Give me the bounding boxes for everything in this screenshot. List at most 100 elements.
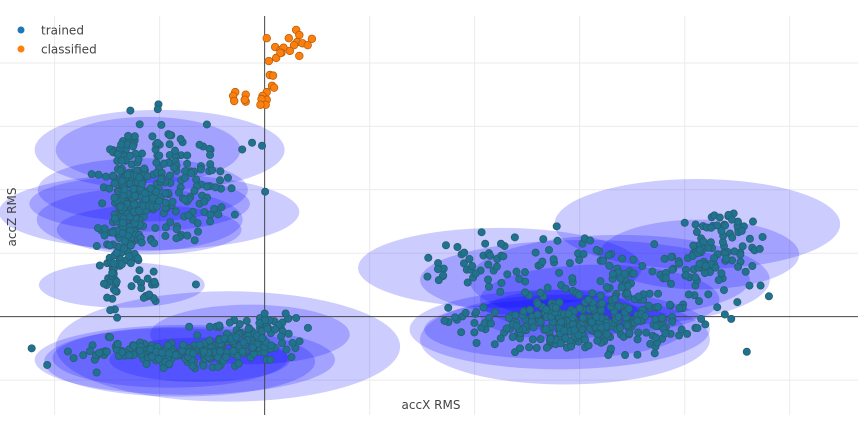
trained-point xyxy=(477,228,486,237)
trained-point xyxy=(108,228,117,237)
trained-point xyxy=(706,238,715,247)
legend: trained classified xyxy=(17,24,97,57)
trained-point xyxy=(666,279,675,288)
trained-point xyxy=(423,272,432,281)
trained-point xyxy=(120,185,129,194)
trained-point xyxy=(602,283,611,292)
trained-point xyxy=(214,210,223,219)
trained-series xyxy=(27,100,773,377)
trained-point xyxy=(642,328,651,337)
trained-point xyxy=(444,303,453,312)
trained-point xyxy=(579,250,588,259)
trained-point xyxy=(183,151,192,160)
trained-point xyxy=(171,146,180,155)
trained-point xyxy=(199,347,208,356)
trained-point xyxy=(99,279,108,288)
trained-point xyxy=(117,140,126,149)
trained-point xyxy=(536,317,545,326)
trained-point xyxy=(155,151,164,160)
trained-point xyxy=(661,274,670,283)
trained-point xyxy=(114,150,123,159)
trained-point xyxy=(174,188,183,197)
confidence-ellipse xyxy=(55,291,401,402)
trained-point xyxy=(152,187,161,196)
trained-point xyxy=(592,312,601,321)
trained-point xyxy=(153,138,162,147)
trained-point xyxy=(145,290,154,299)
trained-point xyxy=(193,219,202,228)
trained-point xyxy=(542,343,551,352)
trained-point xyxy=(692,228,701,237)
trained-point xyxy=(303,323,312,332)
trained-point xyxy=(277,332,286,341)
trained-point xyxy=(549,255,558,264)
trained-point xyxy=(79,351,88,360)
trained-point xyxy=(592,246,601,255)
trained-point xyxy=(193,331,202,340)
trained-point xyxy=(634,328,643,337)
trained-point xyxy=(486,319,495,328)
classified-point xyxy=(262,34,271,43)
trained-point xyxy=(496,239,505,248)
trained-point xyxy=(748,217,757,226)
trained-point xyxy=(648,267,657,276)
classified-point xyxy=(284,34,294,43)
trained-point xyxy=(165,131,174,140)
trained-point xyxy=(650,240,659,249)
trained-point xyxy=(248,138,257,147)
trained-point xyxy=(551,303,560,312)
trained-point xyxy=(154,355,163,364)
trained-point xyxy=(695,245,704,254)
trained-point xyxy=(288,338,297,347)
trained-point xyxy=(620,269,629,278)
trained-point xyxy=(185,322,194,331)
trained-point xyxy=(634,292,643,301)
trained-point xyxy=(654,289,663,298)
classified-point xyxy=(269,83,279,92)
trained-point xyxy=(216,176,225,185)
trained-point xyxy=(130,200,139,209)
trained-point xyxy=(508,333,517,342)
classified-point xyxy=(303,40,312,50)
trained-point xyxy=(451,313,460,322)
trained-point xyxy=(665,300,674,309)
trained-point xyxy=(479,303,488,312)
trained-point xyxy=(695,297,704,306)
trained-point xyxy=(486,251,495,260)
trained-point xyxy=(215,321,224,330)
trained-point xyxy=(63,347,72,356)
trained-point xyxy=(199,361,208,370)
trained-point xyxy=(546,334,555,343)
trained-point xyxy=(621,351,630,360)
trained-point xyxy=(755,244,764,253)
trained-point xyxy=(120,244,129,253)
trained-point xyxy=(460,248,469,257)
trained-point xyxy=(556,339,565,348)
trained-point xyxy=(227,184,236,193)
trained-point xyxy=(148,132,157,141)
trained-point xyxy=(127,282,136,291)
trained-point xyxy=(614,312,623,321)
legend-item-classified[interactable]: classified xyxy=(17,43,97,57)
classified-point xyxy=(240,95,249,104)
trained-point xyxy=(588,289,597,298)
trained-point xyxy=(536,335,545,344)
trained-point xyxy=(542,305,551,314)
trained-point xyxy=(661,329,670,338)
legend-marker-trained xyxy=(17,26,25,34)
trained-point xyxy=(43,360,52,369)
trained-point xyxy=(172,234,181,243)
trained-point xyxy=(166,218,175,227)
trained-point xyxy=(120,237,129,246)
trained-point xyxy=(152,158,161,167)
trained-point xyxy=(742,347,751,356)
trained-point xyxy=(465,254,474,263)
trained-point xyxy=(131,191,140,200)
trained-point xyxy=(668,317,677,326)
trained-point xyxy=(210,204,219,213)
trained-point xyxy=(561,284,570,293)
trained-point xyxy=(651,333,660,342)
legend-item-trained[interactable]: trained xyxy=(17,24,84,38)
trained-point xyxy=(150,277,159,286)
